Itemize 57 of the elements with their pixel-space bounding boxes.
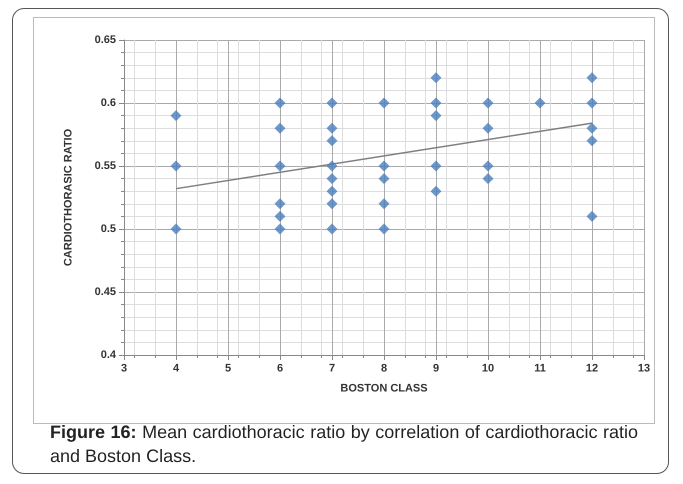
caption: Figure 16: Mean cardiothoracic ratio by correlation of cardiothoracic ratio and Boston Class. bbox=[50, 421, 638, 468]
x-tick-label: 13 bbox=[638, 362, 650, 374]
point bbox=[586, 210, 598, 222]
point bbox=[430, 72, 442, 84]
y-tick-label: 0.6 bbox=[100, 97, 116, 109]
point bbox=[274, 122, 286, 134]
y-tick-label: 0.45 bbox=[94, 286, 116, 298]
point bbox=[482, 173, 494, 184]
x-tick-label: 3 bbox=[120, 362, 128, 374]
point bbox=[274, 160, 286, 172]
x-tick-label: 11 bbox=[534, 362, 546, 374]
y-axis-title: CARDIOTHORASIC RATIO bbox=[62, 128, 74, 266]
y-tick-label: 0.55 bbox=[94, 160, 116, 172]
point bbox=[378, 198, 390, 210]
x-tick-label: 10 bbox=[482, 362, 494, 374]
point bbox=[482, 98, 494, 108]
point bbox=[378, 160, 390, 172]
y-tick-label: 0.5 bbox=[100, 223, 116, 235]
y-tick-label: 0.65 bbox=[94, 34, 116, 46]
point bbox=[326, 122, 338, 134]
x-tick-label: 8 bbox=[380, 362, 388, 374]
point bbox=[586, 122, 598, 134]
point bbox=[430, 186, 442, 197]
point bbox=[274, 98, 286, 108]
point bbox=[170, 160, 182, 172]
x-tick-label: 5 bbox=[224, 362, 232, 374]
point bbox=[378, 224, 390, 234]
point bbox=[326, 135, 338, 146]
point bbox=[482, 160, 494, 172]
point bbox=[586, 135, 598, 146]
point bbox=[274, 210, 286, 222]
point bbox=[170, 110, 182, 122]
point bbox=[586, 72, 598, 84]
x-tick-label: 7 bbox=[328, 362, 336, 374]
point bbox=[430, 160, 442, 172]
x-tick-label: 4 bbox=[172, 362, 180, 374]
point bbox=[274, 198, 286, 210]
point bbox=[326, 198, 338, 210]
point bbox=[326, 224, 338, 234]
x-tick-label: 6 bbox=[276, 362, 284, 374]
point bbox=[482, 122, 494, 134]
point bbox=[534, 98, 546, 108]
x-tick-label: 12 bbox=[586, 362, 598, 374]
point bbox=[378, 173, 390, 184]
x-tick-label: 9 bbox=[432, 362, 440, 374]
point bbox=[326, 186, 338, 197]
x-axis-title: BOSTON CLASS bbox=[340, 382, 428, 394]
point bbox=[430, 110, 442, 122]
point bbox=[378, 98, 390, 108]
point bbox=[170, 224, 182, 234]
point bbox=[586, 98, 598, 108]
point bbox=[274, 224, 286, 234]
point bbox=[326, 160, 338, 172]
point bbox=[326, 173, 338, 184]
y-tick-label: 0.4 bbox=[100, 349, 117, 361]
point bbox=[326, 98, 338, 108]
point bbox=[430, 98, 442, 108]
